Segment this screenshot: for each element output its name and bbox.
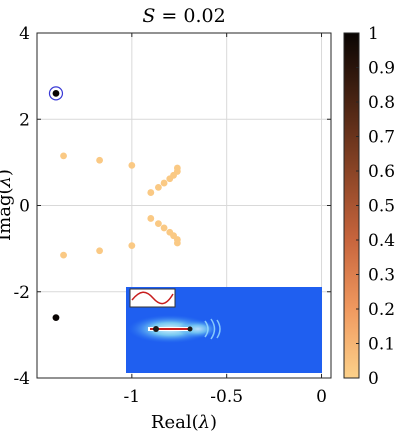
x-tick-label: -1 [124,387,141,407]
data-point [160,224,168,232]
highlight-ring [48,86,64,101]
data-point [154,183,162,191]
colorbar-tick-label: 0.8 [368,93,395,113]
data-point [60,251,67,259]
x-tick-label: -0.5 [210,387,243,407]
y-tick-label: 0 [19,197,30,217]
inset-glow-tail [178,320,218,338]
data-point [160,179,168,187]
colorbar-tick-label: 0.6 [368,162,395,182]
data-point [173,164,181,172]
data-point [128,242,136,250]
inset-mini-wave [131,291,174,305]
data-point [154,220,162,228]
inset-body-tip [153,326,159,332]
x-tick-label: 0 [316,387,327,407]
colorbar-tick-label: 1 [368,24,379,44]
colorbar-tick-label: 0.2 [368,300,395,320]
y-tick-label: -2 [13,283,30,303]
data-point [52,89,60,97]
colorbar-tick-label: 0.3 [368,266,395,286]
y-tick-label: 4 [19,24,30,44]
inset-body-end [187,326,193,332]
colorbar-tick-label: 0.4 [368,231,395,251]
data-point [128,161,136,169]
data-point [147,215,155,222]
data-point [96,156,103,164]
colorbar-ticks: 0 0.1 0.2 0.3 0.4 0.5 0.6 0.7 0.8 0.9 1 [356,24,395,389]
colorbar-tick-label: 0 [368,369,379,389]
data-points [48,86,181,322]
y-axis-label: Imag(λ) [0,169,15,241]
colorbar-tick-label: 0.7 [368,128,395,148]
colorbar-tick-label: 0.9 [368,59,395,79]
chart-title: S = 0.02 [142,5,225,27]
data-point [52,314,60,322]
data-point [147,189,155,196]
colorbar-tick-label: 0.1 [368,335,395,355]
data-point [173,239,181,247]
colorbar-tick-label: 0.5 [368,197,395,217]
inset-wave-rings [204,318,221,340]
axis-ticks: -1 -0.5 0 -4 -2 0 2 4 [13,24,331,407]
inset-panel [126,287,322,373]
y-tick-label: 2 [19,110,30,130]
y-tick-label: -4 [13,369,30,389]
data-point [96,247,103,255]
x-axis-label: Real(λ) [151,412,217,433]
data-point [60,152,67,160]
